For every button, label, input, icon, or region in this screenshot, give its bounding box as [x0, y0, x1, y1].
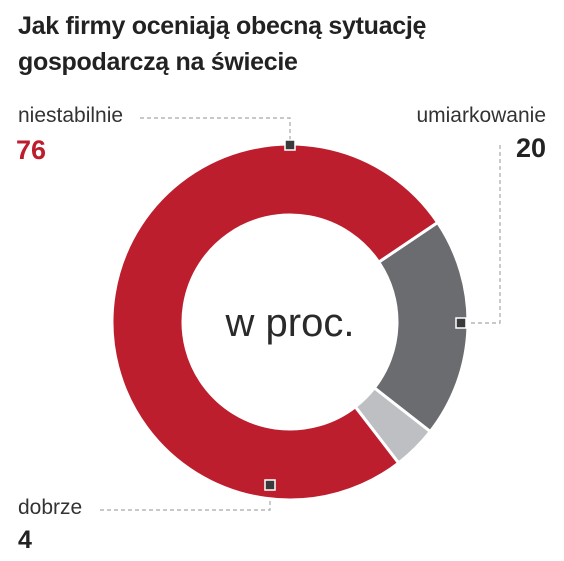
value-umiarkowanie: 20 — [515, 133, 546, 163]
title-line-1: Jak firmy oceniają obecną sytuację — [18, 12, 427, 40]
leader-niestabilnie — [140, 117, 291, 145]
label-umiarkowanie: umiarkowanie — [416, 104, 546, 127]
value-niestabilnie: 76 — [16, 135, 47, 165]
chart-title: Jak firmy oceniają obecną sytuację gospo… — [18, 8, 548, 80]
segment-niestabilnie — [110, 142, 440, 502]
title-line-2: gospodarczą na świecie — [18, 48, 298, 76]
marker-niestabilnie — [284, 139, 296, 151]
label-dobrze: dobrze — [18, 496, 83, 519]
leader-dobrze — [100, 485, 271, 511]
leader-umiarkowanie — [461, 145, 501, 324]
label-niestabilnie: niestabilnie — [18, 104, 124, 127]
segment-umiarkowanie — [372, 220, 470, 434]
center-label: w proc. — [225, 301, 355, 345]
marker-umiarkowanie — [455, 317, 467, 329]
marker-dobrze — [264, 479, 276, 491]
value-dobrze: 4 — [18, 526, 32, 554]
